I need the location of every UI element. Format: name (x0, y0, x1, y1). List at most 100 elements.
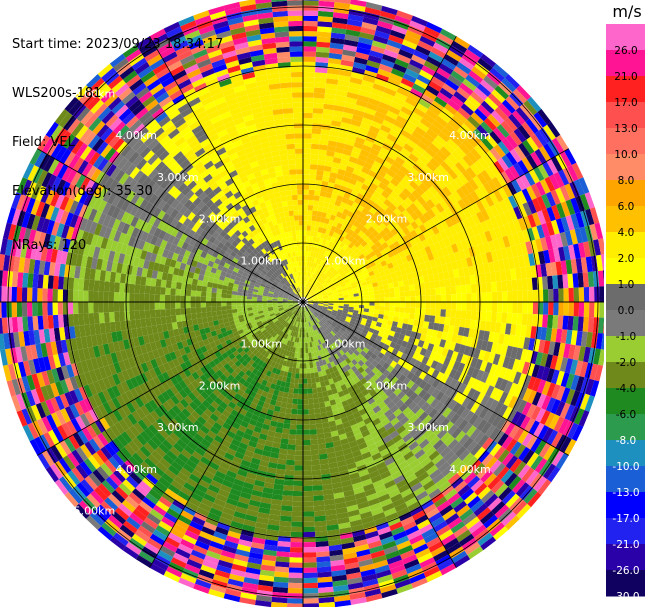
range-gate (288, 439, 296, 445)
range-gate (337, 79, 350, 87)
range-gate (367, 283, 373, 289)
range-gate (303, 31, 318, 37)
range-gate (323, 305, 329, 308)
range-gate (306, 276, 309, 282)
range-gate (427, 208, 436, 219)
range-gate (290, 377, 295, 384)
range-gate (373, 210, 382, 219)
range-gate (313, 97, 325, 104)
range-gate (316, 276, 321, 282)
range-gate (398, 250, 406, 259)
range-gate (512, 232, 521, 246)
range-gate (385, 207, 394, 216)
range-gate (316, 232, 322, 238)
range-gate (530, 183, 542, 198)
range-gate (532, 212, 542, 227)
range-gate (299, 368, 303, 374)
range-gate (507, 302, 513, 313)
range-gate (337, 291, 343, 295)
range-gate (373, 258, 381, 265)
range-gate (440, 287, 446, 295)
range-gate (291, 521, 303, 527)
range-gate (527, 390, 537, 404)
range-gate (379, 327, 386, 334)
range-gate (344, 268, 351, 275)
range-gate (372, 190, 382, 199)
range-gate (470, 190, 481, 203)
range-gate (303, 225, 307, 231)
range-gate (516, 313, 523, 325)
range-gate (313, 200, 319, 206)
range-gate (470, 310, 477, 321)
range-gate (303, 593, 319, 599)
range-gate (280, 510, 292, 517)
range-gate (331, 162, 341, 169)
range-gate (456, 302, 462, 311)
range-gate (332, 188, 340, 195)
range-gate (513, 335, 521, 348)
range-gate (436, 91, 451, 104)
range-gate (469, 163, 481, 176)
range-gate (313, 279, 317, 285)
range-gate (568, 287, 574, 302)
range-gate (362, 74, 376, 84)
range-gate (333, 298, 339, 301)
range-gate (303, 542, 316, 548)
range-gate (356, 250, 363, 257)
range-gate (543, 340, 551, 355)
range-gate (479, 232, 488, 244)
range-gate (466, 337, 474, 347)
range-gate (383, 173, 394, 182)
range-gate (393, 311, 400, 318)
range-gate (312, 113, 323, 119)
range-gate (326, 311, 332, 315)
range-gate (434, 315, 441, 324)
range-gate (501, 312, 508, 324)
range-gate (579, 393, 590, 411)
range-gate (526, 277, 533, 291)
range-gate (304, 292, 308, 298)
range-gate (319, 139, 329, 146)
range-gate (311, 382, 317, 389)
range-gate (428, 185, 439, 196)
range-gate (324, 268, 329, 275)
range-gate (509, 92, 524, 107)
range-gate (355, 51, 370, 60)
range-gate (508, 334, 516, 347)
range-gate (498, 366, 508, 379)
range-gate (565, 329, 573, 345)
range-gate (342, 237, 349, 245)
range-gate (318, 397, 325, 403)
range-gate (568, 344, 576, 360)
range-gate (475, 199, 486, 212)
range-gate (485, 251, 494, 263)
range-gate (364, 298, 370, 302)
range-gate (377, 68, 391, 78)
range-gate (388, 34, 404, 45)
range-gate (286, 603, 303, 607)
range-gate (394, 216, 403, 225)
range-gate (475, 311, 482, 321)
range-gate (306, 266, 309, 272)
range-gate (528, 253, 536, 266)
range-gate (349, 279, 356, 284)
range-gate (303, 291, 305, 297)
range-gate (418, 205, 428, 215)
range-gate (282, 495, 293, 502)
range-gate (368, 169, 378, 178)
range-gate (383, 87, 397, 97)
range-gate (303, 87, 315, 93)
range-gate (553, 342, 561, 357)
range-gate (364, 222, 372, 230)
range-gate (317, 227, 323, 233)
range-gate (384, 155, 395, 165)
range-gate (401, 256, 408, 264)
range-gate (508, 165, 520, 180)
range-gate (314, 77, 327, 84)
range-gate (313, 299, 319, 301)
range-gate (458, 142, 471, 155)
range-gate (363, 260, 370, 267)
range-gate (396, 322, 403, 329)
range-gate (465, 284, 472, 294)
range-gate (314, 520, 327, 527)
